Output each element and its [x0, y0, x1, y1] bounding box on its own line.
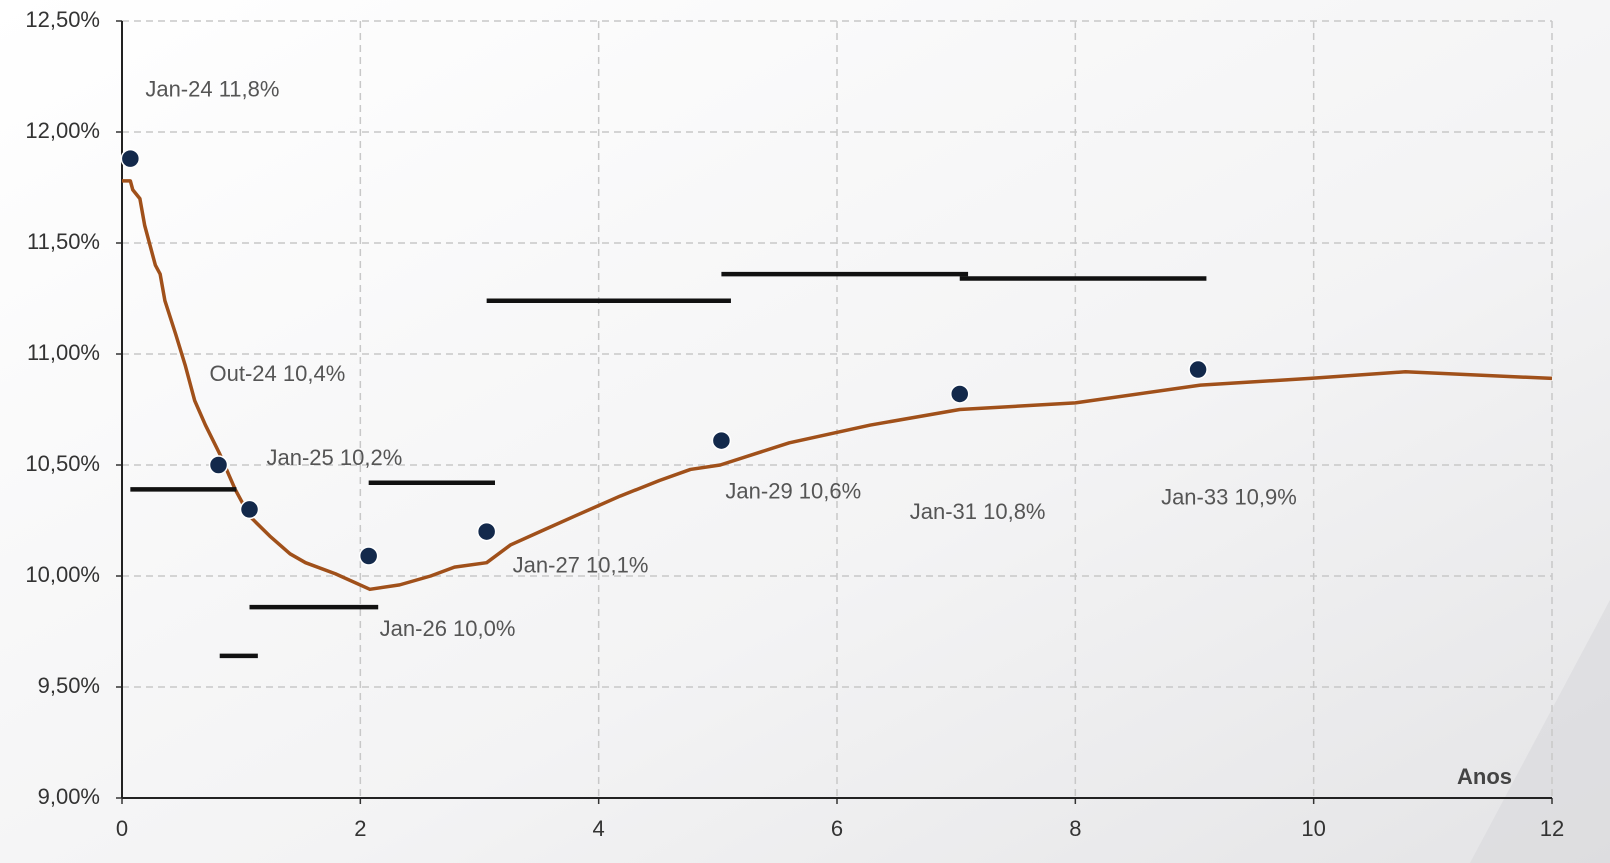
- point-label: Out-24 10,4%: [210, 361, 346, 386]
- x-tick-label: 2: [354, 816, 366, 841]
- point-label: Jan-33 10,9%: [1161, 484, 1297, 509]
- point: [711, 430, 732, 451]
- y-tick-label: 11,50%: [27, 229, 100, 254]
- point-label: Jan-27 10,1%: [513, 552, 649, 577]
- y-tick-label: 10,50%: [25, 451, 100, 476]
- point: [1188, 359, 1208, 380]
- y-tick-label: 9,50%: [38, 673, 100, 698]
- x-tick-label: 12: [1540, 816, 1564, 841]
- point: [476, 521, 497, 542]
- y-tick-label: 10,00%: [25, 562, 100, 587]
- point: [120, 148, 141, 169]
- y-tick-label: 12,00%: [25, 118, 100, 143]
- x-tick-label: 8: [1069, 816, 1081, 841]
- point: [239, 499, 260, 520]
- x-tick-label: 4: [593, 816, 605, 841]
- point: [949, 384, 970, 404]
- point-label: Jan-24 11,8%: [145, 76, 279, 101]
- plot: 9,00% 9,50% 10,00% 10,50% 11,00% 11,50% 12,00%…: [25, 7, 1564, 841]
- point-label: Jan-29 10,6%: [725, 478, 861, 503]
- y-tick-label: 11,00%: [27, 340, 100, 365]
- point-label: Jan-25 10,2%: [267, 445, 403, 470]
- point: [208, 455, 229, 475]
- x-tick-label: 10: [1301, 816, 1325, 841]
- point-label: Jan-31 10,8%: [910, 499, 1046, 524]
- x-axis-label: Anos: [1457, 764, 1512, 789]
- y-tick-label: 9,00%: [38, 784, 100, 809]
- curve: [122, 179, 1553, 592]
- x-tick-label: 0: [116, 816, 128, 841]
- point: [358, 546, 379, 566]
- x-tick-label: 6: [831, 816, 843, 841]
- y-tick-label: 12,50%: [25, 7, 100, 32]
- point-label: Jan-26 10,0%: [380, 616, 516, 641]
